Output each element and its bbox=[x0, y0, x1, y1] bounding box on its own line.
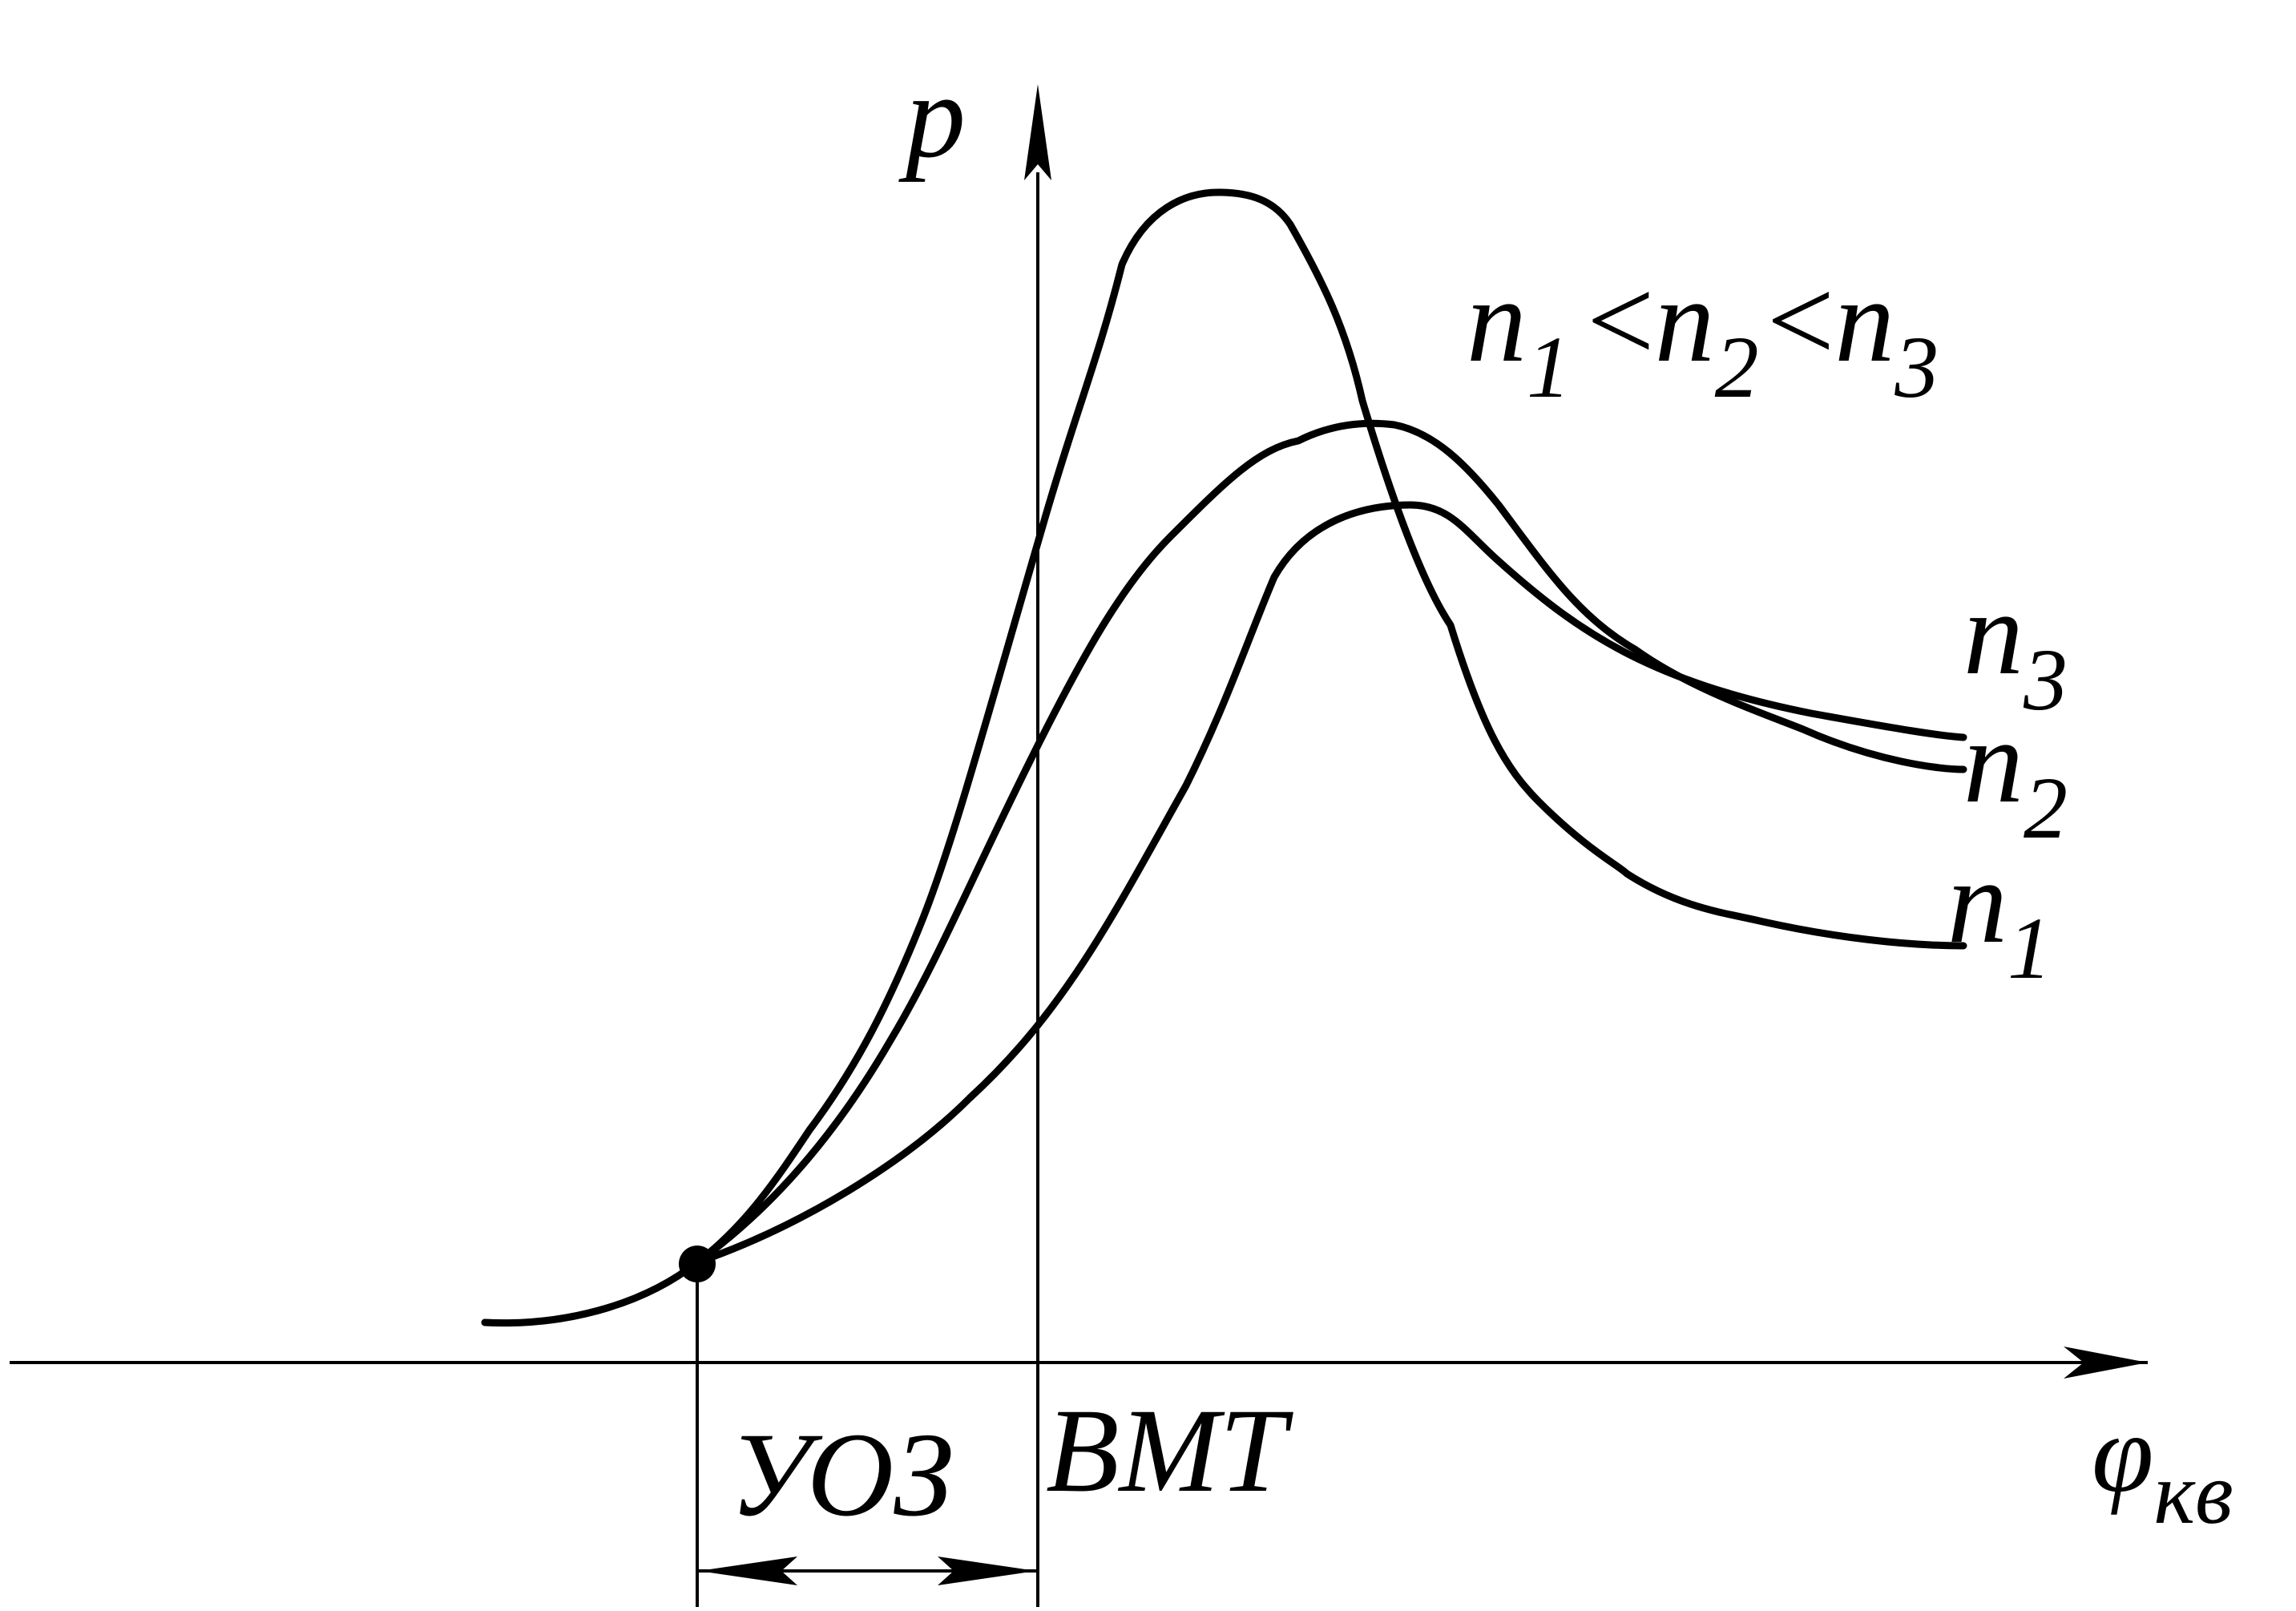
curve-n1-label: n1 bbox=[1947, 835, 2052, 997]
advance-arrow-right-icon bbox=[938, 1556, 1036, 1585]
y-axis-arrow-icon bbox=[1024, 84, 1051, 180]
curve-n2 bbox=[693, 419, 1967, 1266]
y-axis-label: p bbox=[898, 50, 966, 183]
x-axis-label: φкв bbox=[2092, 1391, 2233, 1542]
x-axis-arrow-icon bbox=[2064, 1347, 2148, 1379]
advance-arrow-left-icon bbox=[699, 1556, 797, 1585]
curve-n1 bbox=[481, 501, 1967, 1327]
relation-label: n1 <n2<n3 bbox=[1467, 254, 1939, 416]
tdc-label: ВМТ bbox=[1046, 1384, 1294, 1517]
curve-n3 bbox=[693, 188, 1967, 1266]
advance-label: УОЗ bbox=[729, 1408, 954, 1541]
curve-n2-label: n2 bbox=[1963, 695, 2068, 857]
ignition-point bbox=[679, 1246, 716, 1282]
curve-n3-label: n3 bbox=[1963, 567, 2068, 729]
